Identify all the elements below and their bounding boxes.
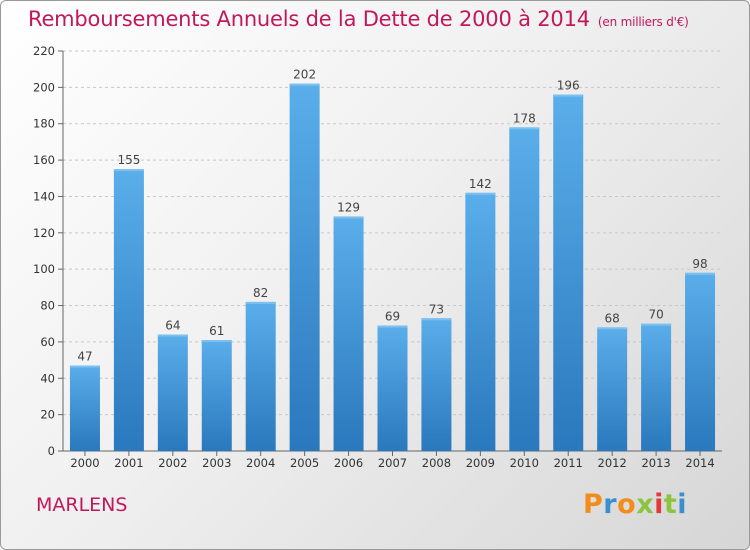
value-label-2010: 178 xyxy=(513,111,536,125)
bar-highlight xyxy=(69,365,100,368)
value-label-2004: 82 xyxy=(253,286,268,300)
bar-highlight xyxy=(641,323,672,326)
proxiti-logo[interactable]: Proxiti xyxy=(583,489,687,520)
value-label-2002: 64 xyxy=(165,319,180,333)
y-tick-label: 200 xyxy=(33,80,55,94)
bars xyxy=(69,83,716,452)
bar-highlight xyxy=(201,340,232,343)
x-tick-label-2007: 2007 xyxy=(378,456,407,470)
chart-unit-note: (en milliers d'€) xyxy=(597,15,689,29)
value-label-2014: 98 xyxy=(692,257,707,271)
y-tick-label: 40 xyxy=(40,371,55,385)
bar-2007[interactable] xyxy=(377,325,408,451)
bar-2002[interactable] xyxy=(157,334,188,451)
bar-2011[interactable] xyxy=(553,94,584,452)
value-label-2001: 155 xyxy=(117,153,140,167)
bar-2006[interactable] xyxy=(333,216,364,451)
value-label-2003: 61 xyxy=(209,324,224,338)
x-tick-label-2012: 2012 xyxy=(598,456,627,470)
logo-letter: i xyxy=(677,489,688,520)
bar-2009[interactable] xyxy=(465,192,496,451)
y-tick-label: 120 xyxy=(33,226,55,240)
x-tick-label-2001: 2001 xyxy=(114,456,143,470)
x-tick-label-2006: 2006 xyxy=(334,456,363,470)
bar-highlight xyxy=(333,216,364,219)
y-tick-label: 80 xyxy=(40,299,55,313)
bar-highlight xyxy=(509,127,540,130)
value-label-2013: 70 xyxy=(648,308,663,322)
x-tick-label-2011: 2011 xyxy=(554,456,583,470)
logo-letter: i xyxy=(654,489,664,520)
bar-highlight xyxy=(289,83,320,86)
value-label-2011: 196 xyxy=(557,79,580,93)
y-tick-label: 20 xyxy=(40,408,55,422)
chart-title-text: Remboursements Annuels de la Dette de 20… xyxy=(28,7,590,31)
bar-2005[interactable] xyxy=(289,83,320,452)
bar-highlight xyxy=(157,334,188,337)
bar-2000[interactable] xyxy=(69,365,100,451)
x-tick-label-2002: 2002 xyxy=(158,456,187,470)
x-tick-label-2005: 2005 xyxy=(290,456,319,470)
y-tick-label: 140 xyxy=(33,189,55,203)
place-name: MARLENS xyxy=(36,494,128,516)
bar-2003[interactable] xyxy=(201,340,232,451)
value-labels: 47 155 64 61 82 202 129 69 73 142 178 196 68 70 98 xyxy=(77,68,707,364)
bar-2014[interactable] xyxy=(685,272,716,451)
bar-2001[interactable] xyxy=(113,169,144,451)
chart-title: Remboursements Annuels de la Dette de 20… xyxy=(28,7,689,31)
bar-2004[interactable] xyxy=(245,301,276,451)
bar-2012[interactable] xyxy=(597,327,628,451)
x-tick-label-2014: 2014 xyxy=(685,456,714,470)
bar-highlight xyxy=(113,169,144,172)
x-tick-label-2009: 2009 xyxy=(466,456,495,470)
logo-letter: r xyxy=(603,489,618,520)
bar-2008[interactable] xyxy=(421,318,452,451)
bar-highlight xyxy=(377,325,408,328)
x-tick-label-2008: 2008 xyxy=(422,456,451,470)
x-tick-label-2013: 2013 xyxy=(641,456,670,470)
bar-highlight xyxy=(597,327,628,330)
bar-highlight xyxy=(685,272,716,275)
value-label-2012: 68 xyxy=(605,311,620,325)
value-label-2007: 69 xyxy=(385,310,400,324)
bar-highlight xyxy=(245,301,276,304)
y-tick-label: 0 xyxy=(48,444,55,458)
x-tick-label-2004: 2004 xyxy=(246,456,275,470)
logo-letter: o xyxy=(617,489,637,520)
logo-letter: P xyxy=(583,489,604,520)
y-tick-labels: 0 20 40 60 80 100 120 140 160 180 200 220 xyxy=(33,44,55,458)
value-label-2008: 73 xyxy=(429,302,444,316)
logo-letter: t xyxy=(663,489,678,520)
y-tick-label: 220 xyxy=(33,44,55,58)
x-tick-label-2010: 2010 xyxy=(510,456,539,470)
value-label-2005: 202 xyxy=(293,68,316,82)
bar-2010[interactable] xyxy=(509,127,540,451)
x-tick-label-2000: 2000 xyxy=(70,456,99,470)
bar-highlight xyxy=(553,94,584,97)
bar-highlight xyxy=(421,318,452,321)
y-tick-label: 60 xyxy=(40,335,55,349)
logo-letter: x xyxy=(636,489,655,520)
bar-highlight xyxy=(465,192,496,195)
value-label-2009: 142 xyxy=(469,177,492,191)
y-tick-label: 100 xyxy=(33,262,55,276)
y-tick-label: 180 xyxy=(33,117,55,131)
value-label-2006: 129 xyxy=(337,200,360,214)
bar-2013[interactable] xyxy=(641,323,672,451)
value-label-2000: 47 xyxy=(77,350,92,364)
x-tick-label-2003: 2003 xyxy=(202,456,231,470)
y-tick-label: 160 xyxy=(33,153,55,167)
x-tick-labels: 2000 2001 2002 2003 2004 2005 2006 2007 2008 2009… xyxy=(70,456,714,470)
